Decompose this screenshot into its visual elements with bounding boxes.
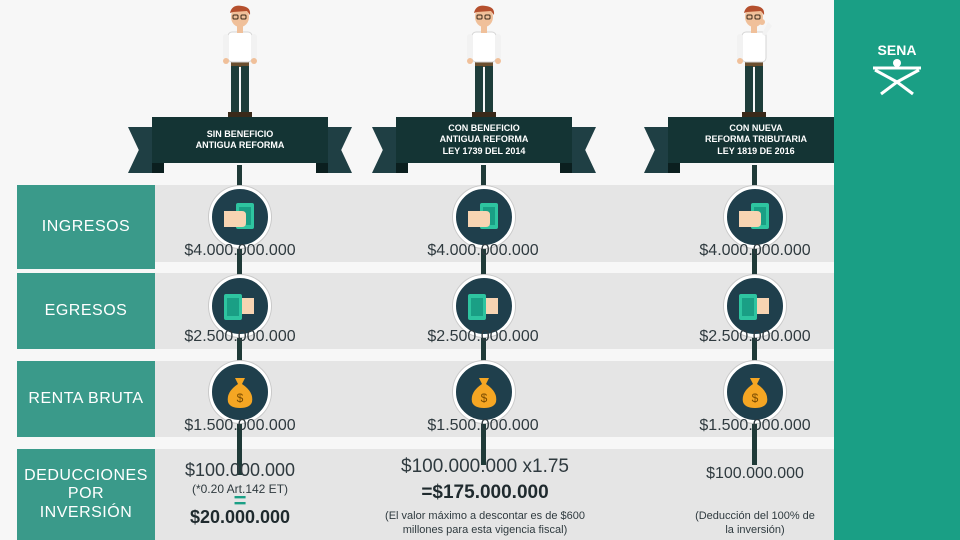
amount-renta-bruta: $1.500.000.000: [184, 417, 296, 434]
row-label-renta-bruta: RENTA BRUTA: [17, 361, 155, 437]
row-label-text: RENTA BRUTA: [28, 389, 144, 407]
deduccion-base: $100.000.000 x1.75: [401, 456, 569, 477]
hand-money-icon: [453, 186, 515, 248]
amount-egresos: $2.500.000.000: [184, 328, 296, 345]
person-icon: [223, 5, 257, 118]
amount-ingresos: $4.000.000.000: [184, 242, 296, 259]
row-band-deducciones: [155, 449, 834, 540]
amount-ingresos: $4.000.000.000: [427, 242, 539, 259]
hand-money-icon: [724, 186, 786, 248]
amount-egresos: $2.500.000.000: [699, 328, 811, 345]
banner-fold: [560, 163, 572, 173]
deduccion-total: =$175.000.000: [421, 482, 549, 503]
row-label-ingresos: INGRESOS: [17, 185, 155, 269]
sena-sidebar: SENA: [834, 0, 960, 540]
amount-renta-bruta: $1.500.000.000: [427, 417, 539, 434]
column-banner-2: CON BENEFICIO ANTIGUA REFORMA LEY 1739 D…: [372, 117, 596, 173]
banner-title: SIN BENEFICIO ANTIGUA REFORMA: [152, 117, 328, 163]
svg-text:$: $: [237, 391, 244, 405]
infographic: INGRESOS EGRESOS RENTA BRUTA DEDUCCIONES…: [17, 5, 834, 540]
deduccion-nota: (Deducción del 100% de: [695, 510, 815, 522]
banner-fold: [152, 163, 164, 173]
amount-renta-bruta: $1.500.000.000: [699, 417, 811, 434]
amount-egresos: $2.500.000.000: [427, 328, 539, 345]
row-label-egresos: EGRESOS: [17, 273, 155, 349]
row-label-deducciones: DEDUCCIONES POR INVERSIÓN: [17, 449, 155, 540]
money-hand-icon: [724, 275, 786, 337]
banner-title-line: LEY 1819 DE 2016: [717, 145, 795, 156]
deduccion-nota: millones para esta vigencia fiscal): [402, 524, 568, 536]
money-bag-icon: $: [724, 361, 786, 423]
banner-title: CON NUEVA REFORMA TRIBUTARIA LEY 1819 DE…: [668, 117, 834, 163]
banner-title-line: CON NUEVA: [729, 123, 783, 134]
banner-title: CON BENEFICIO ANTIGUA REFORMA LEY 1739 D…: [396, 117, 572, 163]
svg-text:$: $: [481, 391, 488, 405]
person-icon: [737, 5, 772, 118]
hand-money-icon: [209, 186, 271, 248]
banner-title-line: ANTIGUA REFORMA: [195, 140, 285, 150]
amount-ingresos: $4.000.000.000: [699, 242, 811, 259]
money-hand-icon: [453, 275, 515, 337]
person-icon: [467, 5, 501, 118]
row-label-text: INGRESOS: [41, 217, 131, 235]
deduccion-base: $100.000.000: [706, 465, 804, 482]
column-banner-1: SIN BENEFICIO ANTIGUA REFORMA: [128, 117, 352, 173]
banner-title-line: CON BENEFICIO: [448, 123, 520, 134]
deduccion-nota: (*0.20 Art.142 ET): [191, 482, 289, 496]
deduccion-nota: la inversión): [725, 524, 785, 536]
sena-logo: SENA: [873, 42, 921, 96]
row-label-text: DEDUCCIONES: [24, 466, 148, 484]
deduccion-base: $100.000.000: [184, 460, 296, 480]
column-banner-3: CON NUEVA REFORMA TRIBUTARIA LEY 1819 DE…: [644, 117, 834, 173]
row-label-text: INVERSIÓN: [39, 503, 133, 521]
money-bag-icon: $: [209, 361, 271, 423]
money-hand-icon: [209, 275, 271, 337]
banner-fold: [396, 163, 408, 173]
banner-title-line: REFORMA TRIBUTARIA: [705, 134, 807, 145]
row-label-text: POR: [67, 485, 105, 503]
banner-fold: [316, 163, 328, 173]
sena-logo-text: SENA: [878, 42, 917, 58]
banner-fold: [668, 163, 680, 173]
svg-text:$: $: [752, 391, 759, 405]
row-label-text: EGRESOS: [44, 301, 128, 319]
banner-title-line: LEY 1739 DEL 2014: [442, 145, 526, 156]
money-bag-icon: $: [453, 361, 515, 423]
banner-title-line: SIN BENEFICIO: [206, 128, 274, 139]
deduccion-nota: (El valor máximo a descontar es de $600: [385, 510, 585, 522]
banner-title-line: ANTIGUA REFORMA: [439, 134, 529, 145]
deduccion-equals: =: [233, 488, 247, 513]
deduccion-total: $20.000.000: [189, 507, 291, 527]
